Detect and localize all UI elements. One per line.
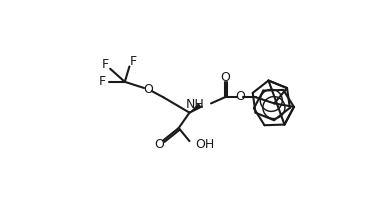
Text: F: F: [130, 55, 137, 68]
Text: NH: NH: [186, 98, 205, 112]
Text: O: O: [220, 71, 230, 84]
Text: O: O: [154, 138, 164, 151]
Text: F: F: [99, 75, 106, 88]
Text: O: O: [143, 83, 153, 96]
Text: O: O: [235, 90, 245, 103]
Text: OH: OH: [195, 138, 214, 152]
Text: F: F: [102, 58, 109, 72]
